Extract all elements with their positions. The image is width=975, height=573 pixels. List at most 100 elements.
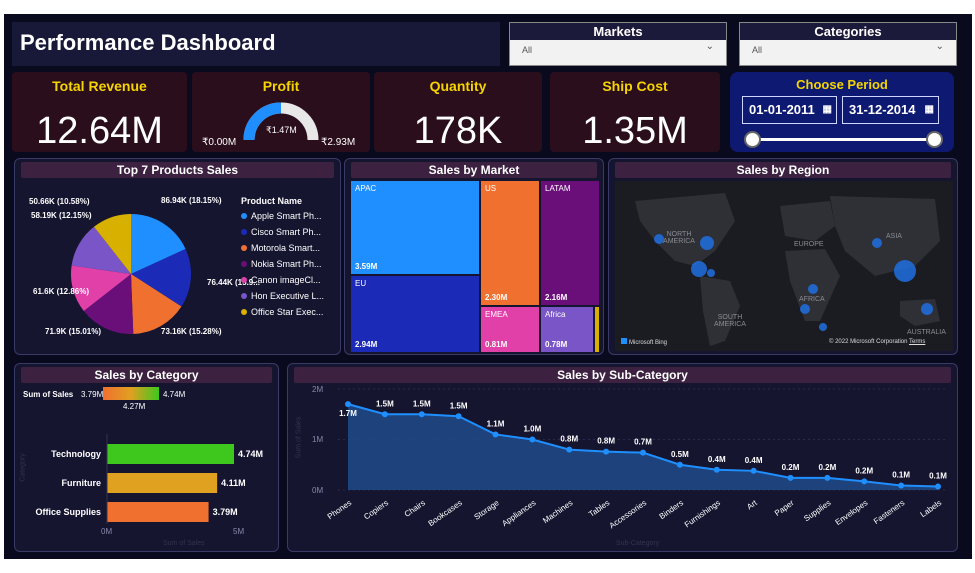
x-tick-label: Labels (919, 498, 943, 519)
map-label-south-america: SOUTH AMERICA (714, 314, 746, 328)
pie-slice[interactable] (93, 214, 131, 274)
data-point[interactable] (935, 483, 941, 490)
chevron-down-icon[interactable]: ⌄ (705, 41, 714, 52)
data-point[interactable] (603, 448, 610, 455)
data-point[interactable] (345, 401, 351, 408)
map-bubble[interactable] (691, 261, 707, 277)
kpi-ship-cost: Ship Cost 1.35M (550, 72, 720, 152)
x-axis-max: 5M (233, 527, 245, 536)
pie-slice[interactable] (131, 248, 192, 307)
tile-name: US (485, 184, 497, 193)
data-point[interactable] (566, 446, 573, 453)
map-label-asia: ASIA (886, 233, 902, 240)
data-point[interactable] (529, 436, 536, 443)
x-tick-label: Binders (658, 498, 685, 521)
legend-item[interactable]: Motorola Smart... (241, 243, 324, 253)
data-point[interactable] (492, 431, 499, 438)
pie-slice[interactable] (131, 274, 182, 334)
data-point[interactable] (861, 478, 868, 485)
treemap-tile-africa[interactable]: Africa 0.78M (541, 307, 593, 352)
categories-slicer[interactable]: Categories All ⌄ (739, 22, 957, 66)
data-point[interactable] (455, 413, 462, 420)
data-point[interactable] (787, 474, 794, 481)
map-bubble[interactable] (872, 238, 882, 248)
data-label: 0.7M (634, 438, 652, 447)
data-point[interactable] (750, 467, 757, 474)
data-point[interactable] (898, 482, 905, 489)
legend-item[interactable]: Cisco Smart Ph... (241, 227, 324, 237)
categories-slicer-title: Categories (740, 23, 956, 40)
calendar-icon[interactable]: ▦ (822, 104, 832, 115)
legend-item[interactable]: Canon imageCl... (241, 275, 324, 285)
bing-text: Microsoft Bing (629, 340, 668, 346)
tile-name: EMEA (485, 310, 508, 319)
x-tick-label: Art (745, 498, 759, 512)
map-landmass (635, 193, 940, 346)
chevron-down-icon[interactable]: ⌄ (935, 41, 944, 52)
category-bar-chart: Technology 4.74M Furniture 4.11M Office Supp… (35, 434, 263, 524)
pie-slice[interactable] (71, 226, 131, 274)
calendar-icon[interactable]: ▦ (924, 104, 934, 115)
region-map[interactable] (615, 181, 953, 351)
pie-slice[interactable] (71, 265, 131, 312)
category-label: Technology (51, 449, 101, 459)
data-point[interactable] (824, 474, 831, 481)
category-bar[interactable] (107, 444, 235, 464)
category-value-label: 4.11M (221, 478, 246, 488)
legend-dot-icon (241, 277, 247, 283)
category-label: Furniture (62, 478, 102, 488)
period-slider-end-handle[interactable] (926, 131, 943, 148)
data-label: 0.4M (745, 456, 763, 465)
map-bubble[interactable] (707, 269, 715, 277)
data-point[interactable] (418, 411, 425, 418)
category-bar[interactable] (107, 502, 209, 522)
period-slider-start-handle[interactable] (744, 131, 761, 148)
map-bubble[interactable] (808, 284, 818, 294)
data-point[interactable] (381, 411, 388, 418)
top-products-panel: Top 7 Products Sales 86.94K (18.15%) 76.… (14, 158, 341, 355)
legend-item[interactable]: Apple Smart Ph... (241, 211, 324, 221)
markets-slicer-title: Markets (510, 23, 726, 40)
data-point[interactable] (713, 466, 720, 473)
x-tick-label: Storage (473, 498, 502, 522)
terms-link[interactable]: Terms (909, 339, 926, 345)
legend-title: Product Name (241, 196, 303, 206)
data-point[interactable] (640, 449, 646, 456)
data-point[interactable] (676, 461, 683, 468)
pie-label: 86.94K (18.15%) (161, 196, 222, 205)
legend-item[interactable]: Office Star Exec... (241, 307, 324, 317)
treemap-tile-us[interactable]: US 2.30M (481, 181, 539, 305)
start-date-input[interactable]: 01-01-2011 ▦ (742, 96, 837, 124)
pie-slice[interactable] (131, 214, 186, 274)
legend-item[interactable]: Nokia Smart Ph... (241, 259, 324, 269)
data-label: 1.5M (413, 399, 431, 408)
sales-by-subcategory-panel: Sales by Sub-Category Sum of Sales 2M 1M… (287, 363, 958, 552)
pie-slice[interactable] (83, 274, 134, 334)
panel-title: Sales by Region (615, 162, 951, 178)
markets-slicer-value: All (522, 45, 533, 55)
pie-legend: Apple Smart Ph... Cisco Smart Ph... Motoro… (241, 211, 324, 323)
markets-slicer[interactable]: Markets All ⌄ (509, 22, 727, 66)
data-label: 0.1M (929, 471, 947, 480)
map-bubble[interactable] (894, 260, 916, 282)
map-bubble[interactable] (921, 303, 933, 315)
sales-by-category-panel: Sales by Category Sum of Sales 3.79M 4.7… (14, 363, 279, 552)
treemap-tile-emea[interactable]: EMEA 0.81M (481, 307, 539, 352)
map-bubble[interactable] (800, 304, 810, 314)
map-bubble[interactable] (700, 236, 714, 250)
end-date-input[interactable]: 31-12-2014 ▦ (842, 96, 939, 124)
legend-dot-icon (241, 229, 247, 235)
treemap-tile-latam[interactable]: LATAM 2.16M (541, 181, 599, 305)
panel-title: Top 7 Products Sales (21, 162, 334, 178)
map-bubble[interactable] (654, 234, 664, 244)
treemap-tile-other[interactable] (595, 307, 599, 352)
data-label: 0.8M (560, 435, 578, 444)
x-tick-label: Fasteners (872, 498, 906, 526)
map-bubble[interactable] (819, 323, 827, 331)
treemap-tile-apac[interactable]: APAC 3.59M (351, 181, 479, 274)
category-bar[interactable] (107, 473, 218, 493)
treemap-tile-eu[interactable]: EU 2.94M (351, 276, 479, 352)
period-slider-track[interactable] (752, 138, 936, 141)
legend-item[interactable]: Hon Executive L... (241, 291, 324, 301)
tile-name: EU (355, 279, 367, 288)
